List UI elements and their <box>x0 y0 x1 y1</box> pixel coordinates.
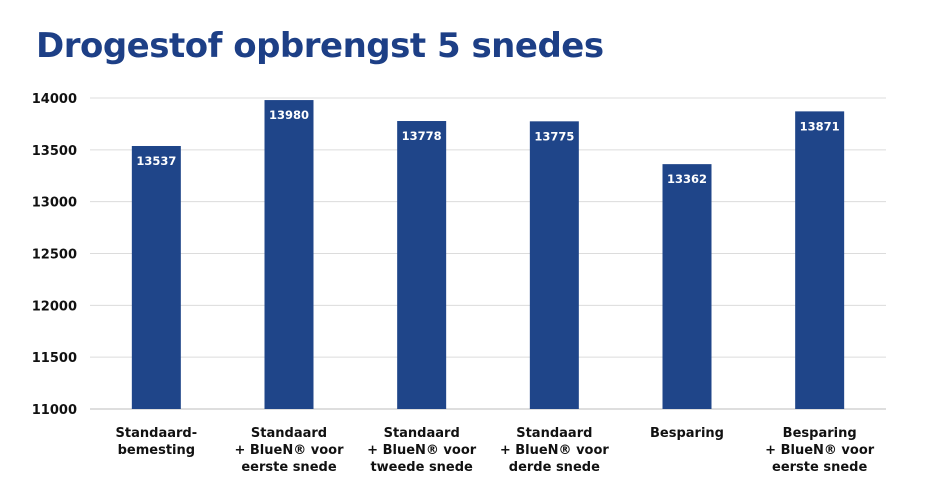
category-label-line: Standaard <box>384 426 460 441</box>
category-label-line: Besparing <box>783 426 857 441</box>
bar <box>264 100 314 409</box>
category-label-line: + BlueN® voor <box>765 443 875 458</box>
bar <box>529 121 579 409</box>
category-label-line: + BlueN® voor <box>500 443 610 458</box>
bar <box>397 121 447 409</box>
data-label: 13537 <box>136 154 176 168</box>
category-label-line: eerste snede <box>772 460 867 475</box>
category-label-line: Besparing <box>650 426 724 441</box>
category-label: Standaard-bemesting <box>116 426 198 458</box>
category-label: Standaard + BlueN® voor eerste snede <box>234 426 344 475</box>
data-label: 13778 <box>402 129 442 143</box>
category-label-line: + BlueN® voor <box>367 443 477 458</box>
category-label-line: Standaard- <box>116 426 198 441</box>
data-label: 13871 <box>800 119 840 133</box>
y-tick-label: 11000 <box>32 403 77 418</box>
y-tick-label: 14000 <box>32 92 77 107</box>
y-tick-label: 13500 <box>32 144 77 159</box>
y-tick-label: 11500 <box>32 351 77 366</box>
category-label-line: tweede snede <box>370 460 473 475</box>
category-label-line: + BlueN® voor <box>234 443 344 458</box>
category-label: Besparing + BlueN® voor eerste snede <box>765 426 875 475</box>
category-label: Standaard + BlueN® voor tweede snede <box>367 426 477 475</box>
category-label-line: derde snede <box>509 460 600 475</box>
y-tick-label: 12500 <box>32 248 77 263</box>
category-label-line: bemesting <box>118 443 195 458</box>
chart-title: Drogestof opbrengst 5 snedes <box>36 26 604 66</box>
data-label: 13980 <box>269 108 309 122</box>
category-label: Standaard + BlueN® voor derde snede <box>500 426 610 475</box>
bar <box>795 111 845 410</box>
data-label: 13775 <box>534 129 574 143</box>
bar <box>662 164 712 409</box>
category-label-line: Standaard <box>251 426 327 441</box>
bar <box>131 145 181 409</box>
category-label-line: Standaard <box>516 426 592 441</box>
category-label: Besparing <box>650 426 724 441</box>
data-label: 13362 <box>667 172 707 186</box>
y-tick-label: 12000 <box>32 299 77 314</box>
category-label-line: eerste snede <box>241 460 336 475</box>
y-tick-label: 13000 <box>32 196 77 211</box>
